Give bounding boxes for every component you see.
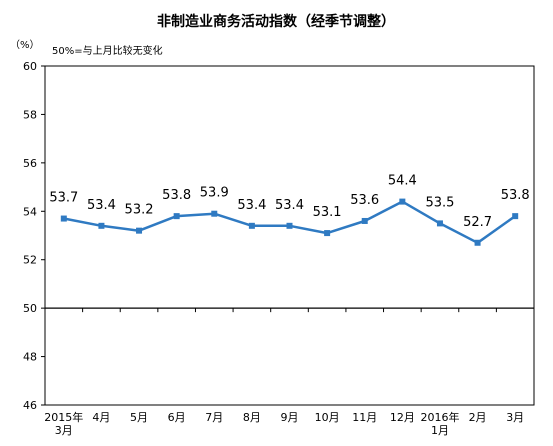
data-point [436,220,443,227]
data-label: 53.6 [350,193,379,208]
x-tick-label: 5月 [130,411,148,424]
x-tick-label: 11月 [352,411,377,424]
data-label: 53.9 [200,186,229,201]
data-label: 53.4 [237,198,266,213]
data-point [98,222,105,229]
data-point [361,217,368,224]
x-tick-label: 3月 [55,424,73,437]
data-label: 53.8 [162,188,191,203]
data-label: 53.4 [87,198,116,213]
y-tick-label: 58 [23,108,37,121]
data-label: 53.8 [501,188,530,203]
y-tick-label: 54 [23,205,37,218]
y-tick-label: 60 [23,60,37,73]
chart-title: 非制造业商务活动指数（经季节调整） [157,13,395,30]
x-tick-label: 9月 [281,411,299,424]
data-point [512,213,519,220]
data-point [324,230,331,237]
y-tick-label: 48 [23,351,37,364]
data-point [173,213,180,220]
data-label: 53.4 [275,198,304,213]
x-tick-label: 6月 [168,411,186,424]
x-tick-label: 2015年 [44,410,83,424]
data-point [60,215,67,222]
plot-frame [44,65,535,406]
x-tick-label: 8月 [243,411,261,424]
y-tick-label: 52 [23,254,37,267]
y-tick-label: 46 [23,399,37,412]
x-tick-label: 2016年 [420,410,459,424]
x-tick-label: 1月 [431,424,449,437]
x-tick-label: 7月 [205,411,223,424]
chart-note: 50%=与上月比较无变化 [52,44,163,57]
data-label: 53.5 [425,195,454,210]
unit-label: （%） [10,39,40,51]
data-point [399,198,406,205]
x-tick-label: 10月 [315,411,340,424]
y-tick-label: 50 [23,302,37,315]
data-point [136,227,143,234]
data-label: 52.7 [463,215,492,230]
x-tick-label: 3月 [506,411,524,424]
x-tick-label: 2月 [469,411,487,424]
data-point [248,222,255,229]
x-tick-label: 12月 [390,411,415,424]
data-point [474,239,481,246]
data-label: 54.4 [388,174,417,189]
x-tick-label: 4月 [92,411,110,424]
data-label: 53.7 [49,191,78,206]
data-point [286,222,293,229]
y-tick-label: 56 [23,157,37,170]
data-point [211,210,218,217]
data-label: 53.2 [125,203,154,218]
data-label: 53.1 [313,205,342,220]
